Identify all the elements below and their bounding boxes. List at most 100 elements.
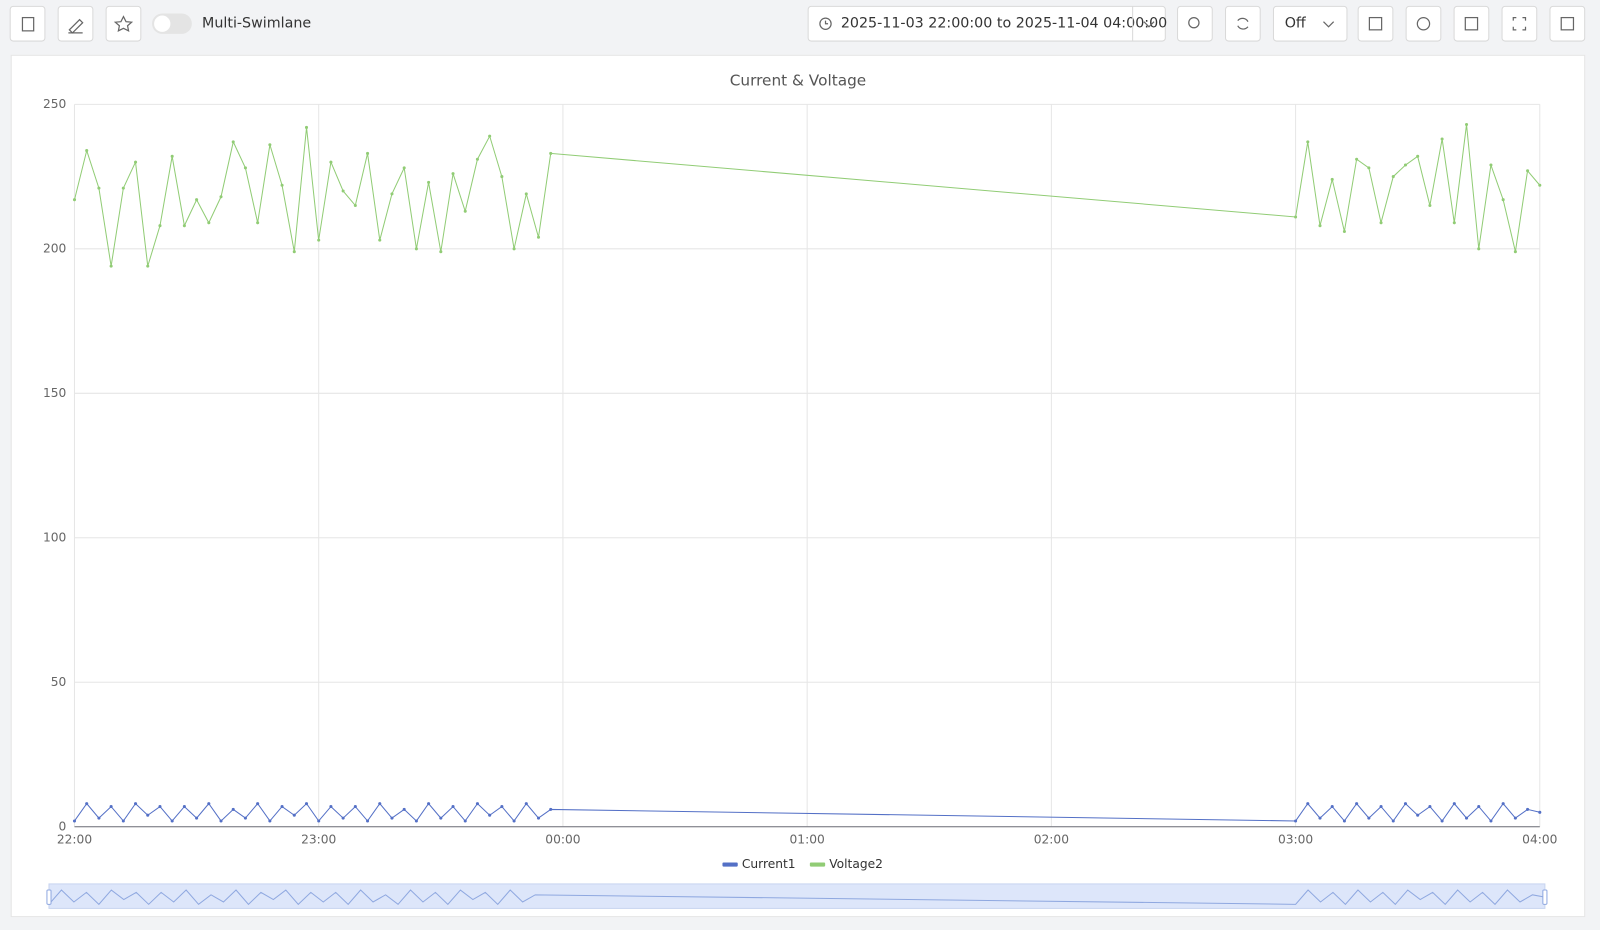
legend-label: Voltage2 bbox=[829, 857, 883, 871]
data-point bbox=[1489, 819, 1493, 823]
data-point bbox=[195, 816, 199, 820]
data-point bbox=[378, 238, 382, 242]
data-point bbox=[182, 805, 186, 809]
favorite-button[interactable] bbox=[105, 5, 142, 42]
data-point bbox=[1306, 802, 1310, 806]
data-point bbox=[390, 192, 394, 196]
data-point bbox=[243, 816, 247, 820]
sidebar-button[interactable] bbox=[9, 5, 46, 42]
data-point bbox=[488, 134, 492, 138]
time-range-picker[interactable] bbox=[807, 5, 1166, 42]
data-point bbox=[329, 160, 333, 164]
data-point bbox=[1538, 183, 1542, 187]
chart-panel bbox=[10, 54, 1586, 918]
legend-swatch bbox=[809, 862, 826, 867]
data-point bbox=[402, 166, 406, 170]
data-point bbox=[146, 264, 150, 268]
data-point bbox=[341, 816, 345, 820]
data-point bbox=[72, 819, 77, 823]
data-point bbox=[1526, 807, 1530, 811]
data-point bbox=[427, 180, 431, 184]
refresh-button[interactable] bbox=[1225, 5, 1261, 42]
data-point bbox=[85, 802, 89, 806]
time-range: 2025-11-03 22:00:00 to 2025-11-04 04:00:… bbox=[841, 16, 1167, 32]
data-point bbox=[1379, 221, 1383, 225]
data-point bbox=[463, 819, 467, 823]
toggle-knob bbox=[154, 15, 171, 32]
data-point bbox=[524, 192, 528, 196]
data-point bbox=[1465, 816, 1469, 820]
history-button[interactable] bbox=[1405, 5, 1442, 42]
data-point bbox=[488, 813, 492, 817]
icon bbox=[1416, 16, 1431, 31]
data-point bbox=[500, 175, 504, 179]
zoom-track bbox=[48, 883, 1546, 909]
data-point bbox=[1403, 163, 1408, 167]
data-point bbox=[1306, 140, 1310, 144]
x-tick-label: 00:00 bbox=[545, 833, 580, 847]
data-point bbox=[1440, 137, 1444, 141]
data-point bbox=[1452, 221, 1456, 225]
data-point bbox=[317, 238, 321, 242]
data-point bbox=[317, 819, 321, 823]
data-point bbox=[1477, 805, 1481, 809]
data-point bbox=[121, 186, 125, 190]
data-point bbox=[97, 816, 101, 820]
zoom-handle[interactable] bbox=[1542, 889, 1548, 905]
data-point bbox=[1403, 802, 1408, 806]
data-point bbox=[1428, 203, 1432, 207]
data-point bbox=[402, 807, 406, 811]
window-button[interactable] bbox=[1549, 5, 1586, 42]
data-point bbox=[1391, 175, 1395, 179]
data-point bbox=[1416, 813, 1420, 817]
data-point bbox=[414, 247, 418, 251]
x-tick-label: 01:00 bbox=[790, 833, 825, 847]
legend-label: Current1 bbox=[742, 857, 796, 871]
data-point bbox=[512, 819, 516, 823]
y-tick-label: 0 bbox=[59, 819, 67, 833]
data-point bbox=[109, 805, 113, 809]
icon bbox=[1143, 21, 1155, 28]
auto-refresh-select[interactable] bbox=[1272, 5, 1348, 42]
auto-refresh-value: Off bbox=[1285, 16, 1307, 32]
x-tick-label: 23:00 bbox=[301, 833, 336, 847]
y-tick-label: 100 bbox=[43, 530, 66, 544]
data-point bbox=[378, 802, 382, 806]
data-point bbox=[243, 166, 247, 170]
data-point bbox=[170, 819, 174, 823]
zoom-out-button[interactable] bbox=[1177, 5, 1213, 42]
data-point bbox=[439, 816, 443, 820]
toggle-label: Multi-Swimlane bbox=[202, 16, 311, 32]
data-point bbox=[1342, 819, 1346, 823]
icon bbox=[1323, 21, 1335, 28]
data-point bbox=[85, 149, 89, 153]
data-point bbox=[231, 140, 235, 144]
data-point bbox=[182, 224, 186, 228]
data-point bbox=[463, 209, 467, 213]
data-point bbox=[1416, 154, 1420, 158]
data-point bbox=[207, 802, 211, 806]
data-point bbox=[1342, 229, 1346, 234]
data-point bbox=[1355, 802, 1359, 806]
data-point bbox=[353, 203, 357, 207]
data-point bbox=[1513, 816, 1517, 820]
data-point bbox=[1367, 166, 1371, 170]
data-point bbox=[353, 805, 357, 809]
tool-button[interactable] bbox=[1357, 5, 1394, 42]
fullscreen-button[interactable] bbox=[1501, 5, 1538, 42]
data-point bbox=[1440, 819, 1444, 823]
data-point bbox=[1501, 802, 1505, 806]
data-point bbox=[1452, 802, 1456, 806]
data-point bbox=[121, 819, 125, 823]
data-point bbox=[219, 819, 223, 823]
data-point bbox=[549, 807, 553, 811]
toolbar: Multi-Swimlane 2025-11-03 22:00:00 to 20… bbox=[9, 5, 1586, 42]
data-point bbox=[1330, 805, 1334, 809]
data-point bbox=[1318, 816, 1322, 820]
data-point bbox=[292, 250, 296, 254]
data-point bbox=[109, 264, 113, 268]
zoom-handle[interactable] bbox=[46, 889, 52, 905]
data-point bbox=[158, 224, 162, 228]
image-button[interactable] bbox=[1453, 5, 1490, 42]
